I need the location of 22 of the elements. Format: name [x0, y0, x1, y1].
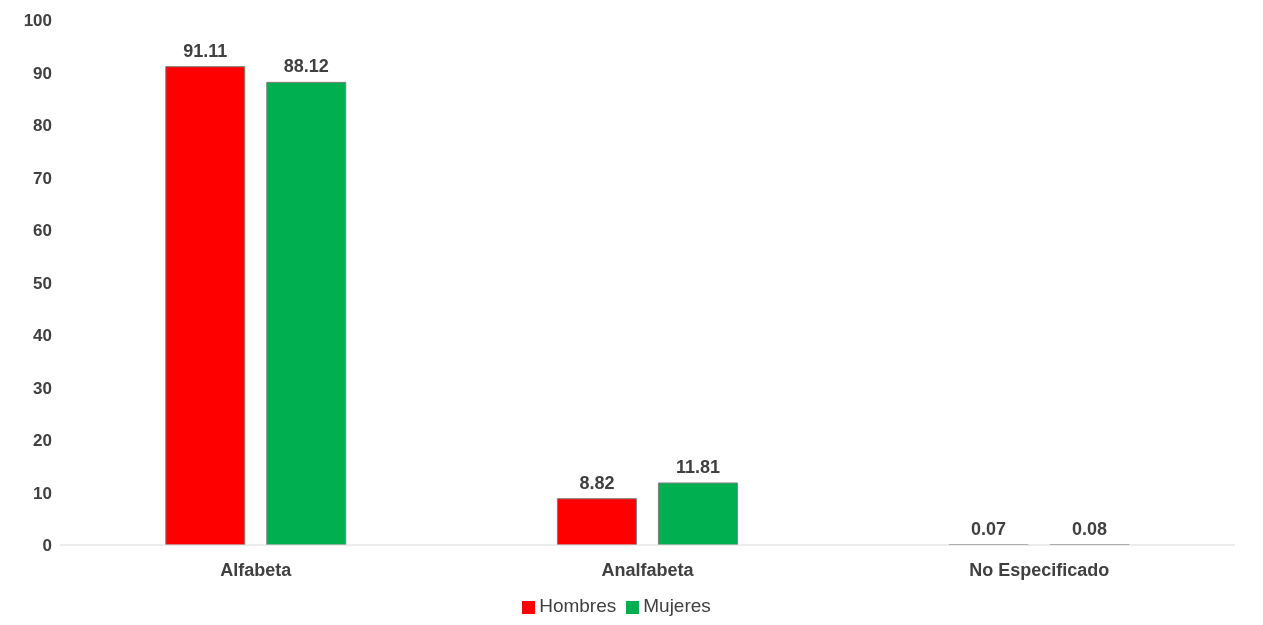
data-label: 8.82	[579, 472, 615, 493]
y-tick-label: 70	[33, 168, 52, 188]
data-label: 91.11	[183, 40, 228, 61]
y-tick-label: 80	[33, 116, 52, 136]
data-label: 11.81	[675, 457, 720, 477]
y-tick-label: 20	[33, 431, 52, 451]
y-tick-label: 0	[42, 536, 52, 556]
legend-label: Mujeres	[643, 595, 711, 616]
data-label: 0.08	[1072, 518, 1108, 539]
y-tick-label: 50	[33, 273, 52, 293]
legend-label: Hombres	[539, 595, 617, 616]
y-tick-label: 60	[33, 221, 52, 241]
y-tick-label: 100	[23, 11, 52, 31]
data-label: 0.07	[971, 518, 1007, 539]
x-tick-label: No Especificado	[969, 559, 1110, 580]
y-tick-label: 10	[33, 483, 52, 503]
y-tick-label: 90	[33, 63, 52, 83]
data-label: 88.12	[283, 56, 329, 77]
y-tick-label: 40	[33, 326, 52, 346]
x-tick-label: Alfabeta	[220, 559, 293, 580]
x-tick-label: Analfabeta	[601, 559, 695, 580]
y-tick-label: 30	[33, 378, 52, 398]
